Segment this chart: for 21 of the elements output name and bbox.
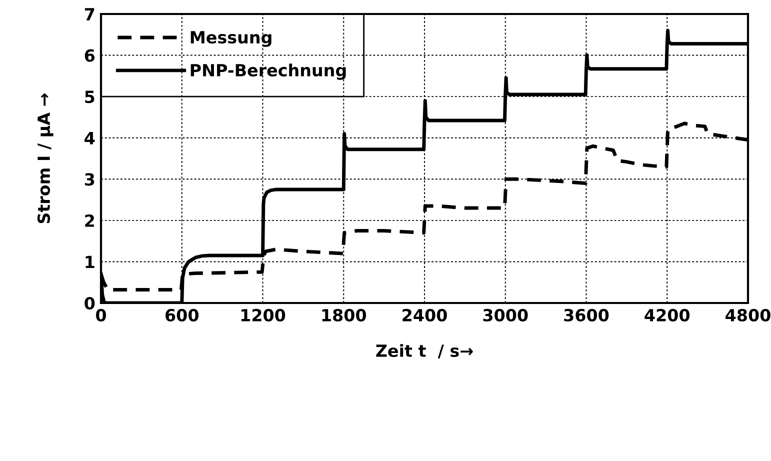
x-tick-label: 4200	[644, 308, 690, 322]
x-tick-label: 4800	[726, 308, 770, 322]
x-tick-label: 2400	[402, 308, 447, 322]
y-tick-label: 0	[84, 296, 95, 310]
legend-label: Messung	[190, 31, 272, 47]
x-tick-label: 1200	[241, 308, 286, 322]
y-tick-label: 4	[84, 132, 95, 144]
x-tick-label: 600	[166, 308, 198, 322]
y-tick-label: 7	[84, 8, 94, 20]
legend-label: PNP-Berechnung	[190, 64, 346, 80]
x-tick-label: 1800	[322, 308, 366, 322]
y-tick-label: 3	[84, 173, 94, 186]
x-tick-label: 3600	[564, 308, 609, 322]
y-tick-label: 2	[85, 214, 94, 227]
x-axis-title: Zeit t / s→	[376, 344, 473, 358]
y-tick-label: 1	[86, 256, 94, 268]
y-axis-title: Strom I / µA →	[37, 93, 54, 224]
x-tick-label: 0	[96, 308, 106, 322]
y-tick-label: 5	[85, 90, 94, 104]
y-tick-label: 6	[84, 49, 95, 62]
x-tick-label: 3000	[483, 308, 528, 322]
